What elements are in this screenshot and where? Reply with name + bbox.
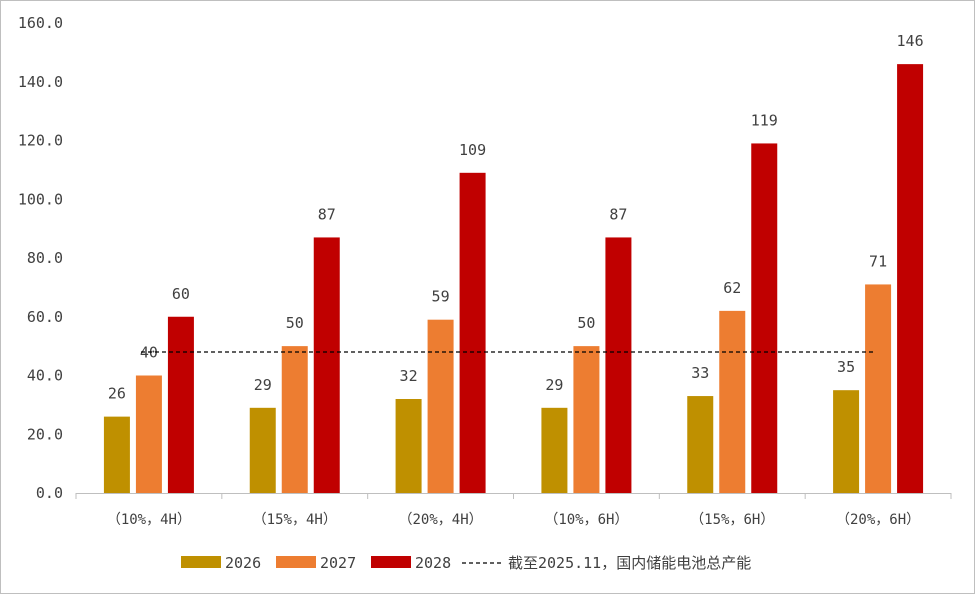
legend-label: 2027	[320, 554, 356, 572]
y-tick-label: 40.0	[27, 367, 63, 385]
data-label: 50	[577, 314, 595, 332]
x-category-label: （10%，4H）	[107, 512, 191, 528]
bar-2028	[605, 237, 632, 493]
bar-2026	[395, 399, 422, 493]
data-label: 146	[897, 32, 924, 50]
bar-2027	[427, 319, 454, 493]
data-label: 87	[609, 205, 627, 223]
data-label: 59	[432, 288, 450, 306]
data-label: 62	[723, 279, 741, 297]
y-tick-label: 80.0	[27, 249, 63, 267]
legend-label: 2026	[225, 554, 261, 572]
bar-2027	[281, 346, 308, 493]
data-label: 29	[545, 376, 563, 394]
data-label: 50	[286, 314, 304, 332]
x-category-label: （20%，6H）	[836, 512, 920, 528]
legend-label: 2028	[415, 554, 451, 572]
y-tick-label: 160.0	[18, 14, 63, 32]
y-tick-label: 140.0	[18, 73, 63, 91]
bar-2026	[687, 396, 714, 493]
legend-swatch-2026	[181, 556, 221, 568]
legend-label: 截至2025.11，国内储能电池总产能	[508, 554, 751, 572]
x-category-label: （15%，4H）	[253, 512, 337, 528]
data-label: 119	[751, 111, 778, 129]
y-tick-label: 100.0	[18, 190, 63, 208]
x-category-label: （10%，6H）	[544, 512, 628, 528]
legend-swatch-2027	[276, 556, 316, 568]
data-label: 71	[869, 252, 887, 270]
bar-2028	[897, 64, 924, 493]
bar-2028	[459, 172, 486, 493]
bar-2027	[573, 346, 600, 493]
data-label: 35	[837, 358, 855, 376]
y-tick-label: 20.0	[27, 425, 63, 443]
bar-2028	[313, 237, 340, 493]
y-tick-label: 0.0	[36, 484, 63, 502]
x-category-label: （15%，6H）	[690, 512, 774, 528]
bar-2026	[541, 407, 568, 493]
bar-2027	[719, 310, 746, 493]
data-label: 26	[108, 385, 126, 403]
bar-2026	[833, 390, 860, 493]
data-label: 33	[691, 364, 709, 382]
bar-2026	[103, 416, 130, 493]
data-label: 87	[318, 205, 336, 223]
bar-2027	[135, 375, 162, 493]
legend-swatch-2028	[371, 556, 411, 568]
data-label: 109	[459, 141, 486, 159]
data-label: 29	[254, 376, 272, 394]
data-label: 60	[172, 285, 190, 303]
bar-2027	[865, 284, 892, 493]
x-category-label: （20%，4H）	[399, 512, 483, 528]
bar-2028	[751, 143, 778, 493]
y-tick-label: 120.0	[18, 132, 63, 150]
data-label: 32	[400, 367, 418, 385]
bar-2028	[167, 316, 194, 493]
bar-2026	[249, 407, 276, 493]
y-tick-label: 60.0	[27, 308, 63, 326]
